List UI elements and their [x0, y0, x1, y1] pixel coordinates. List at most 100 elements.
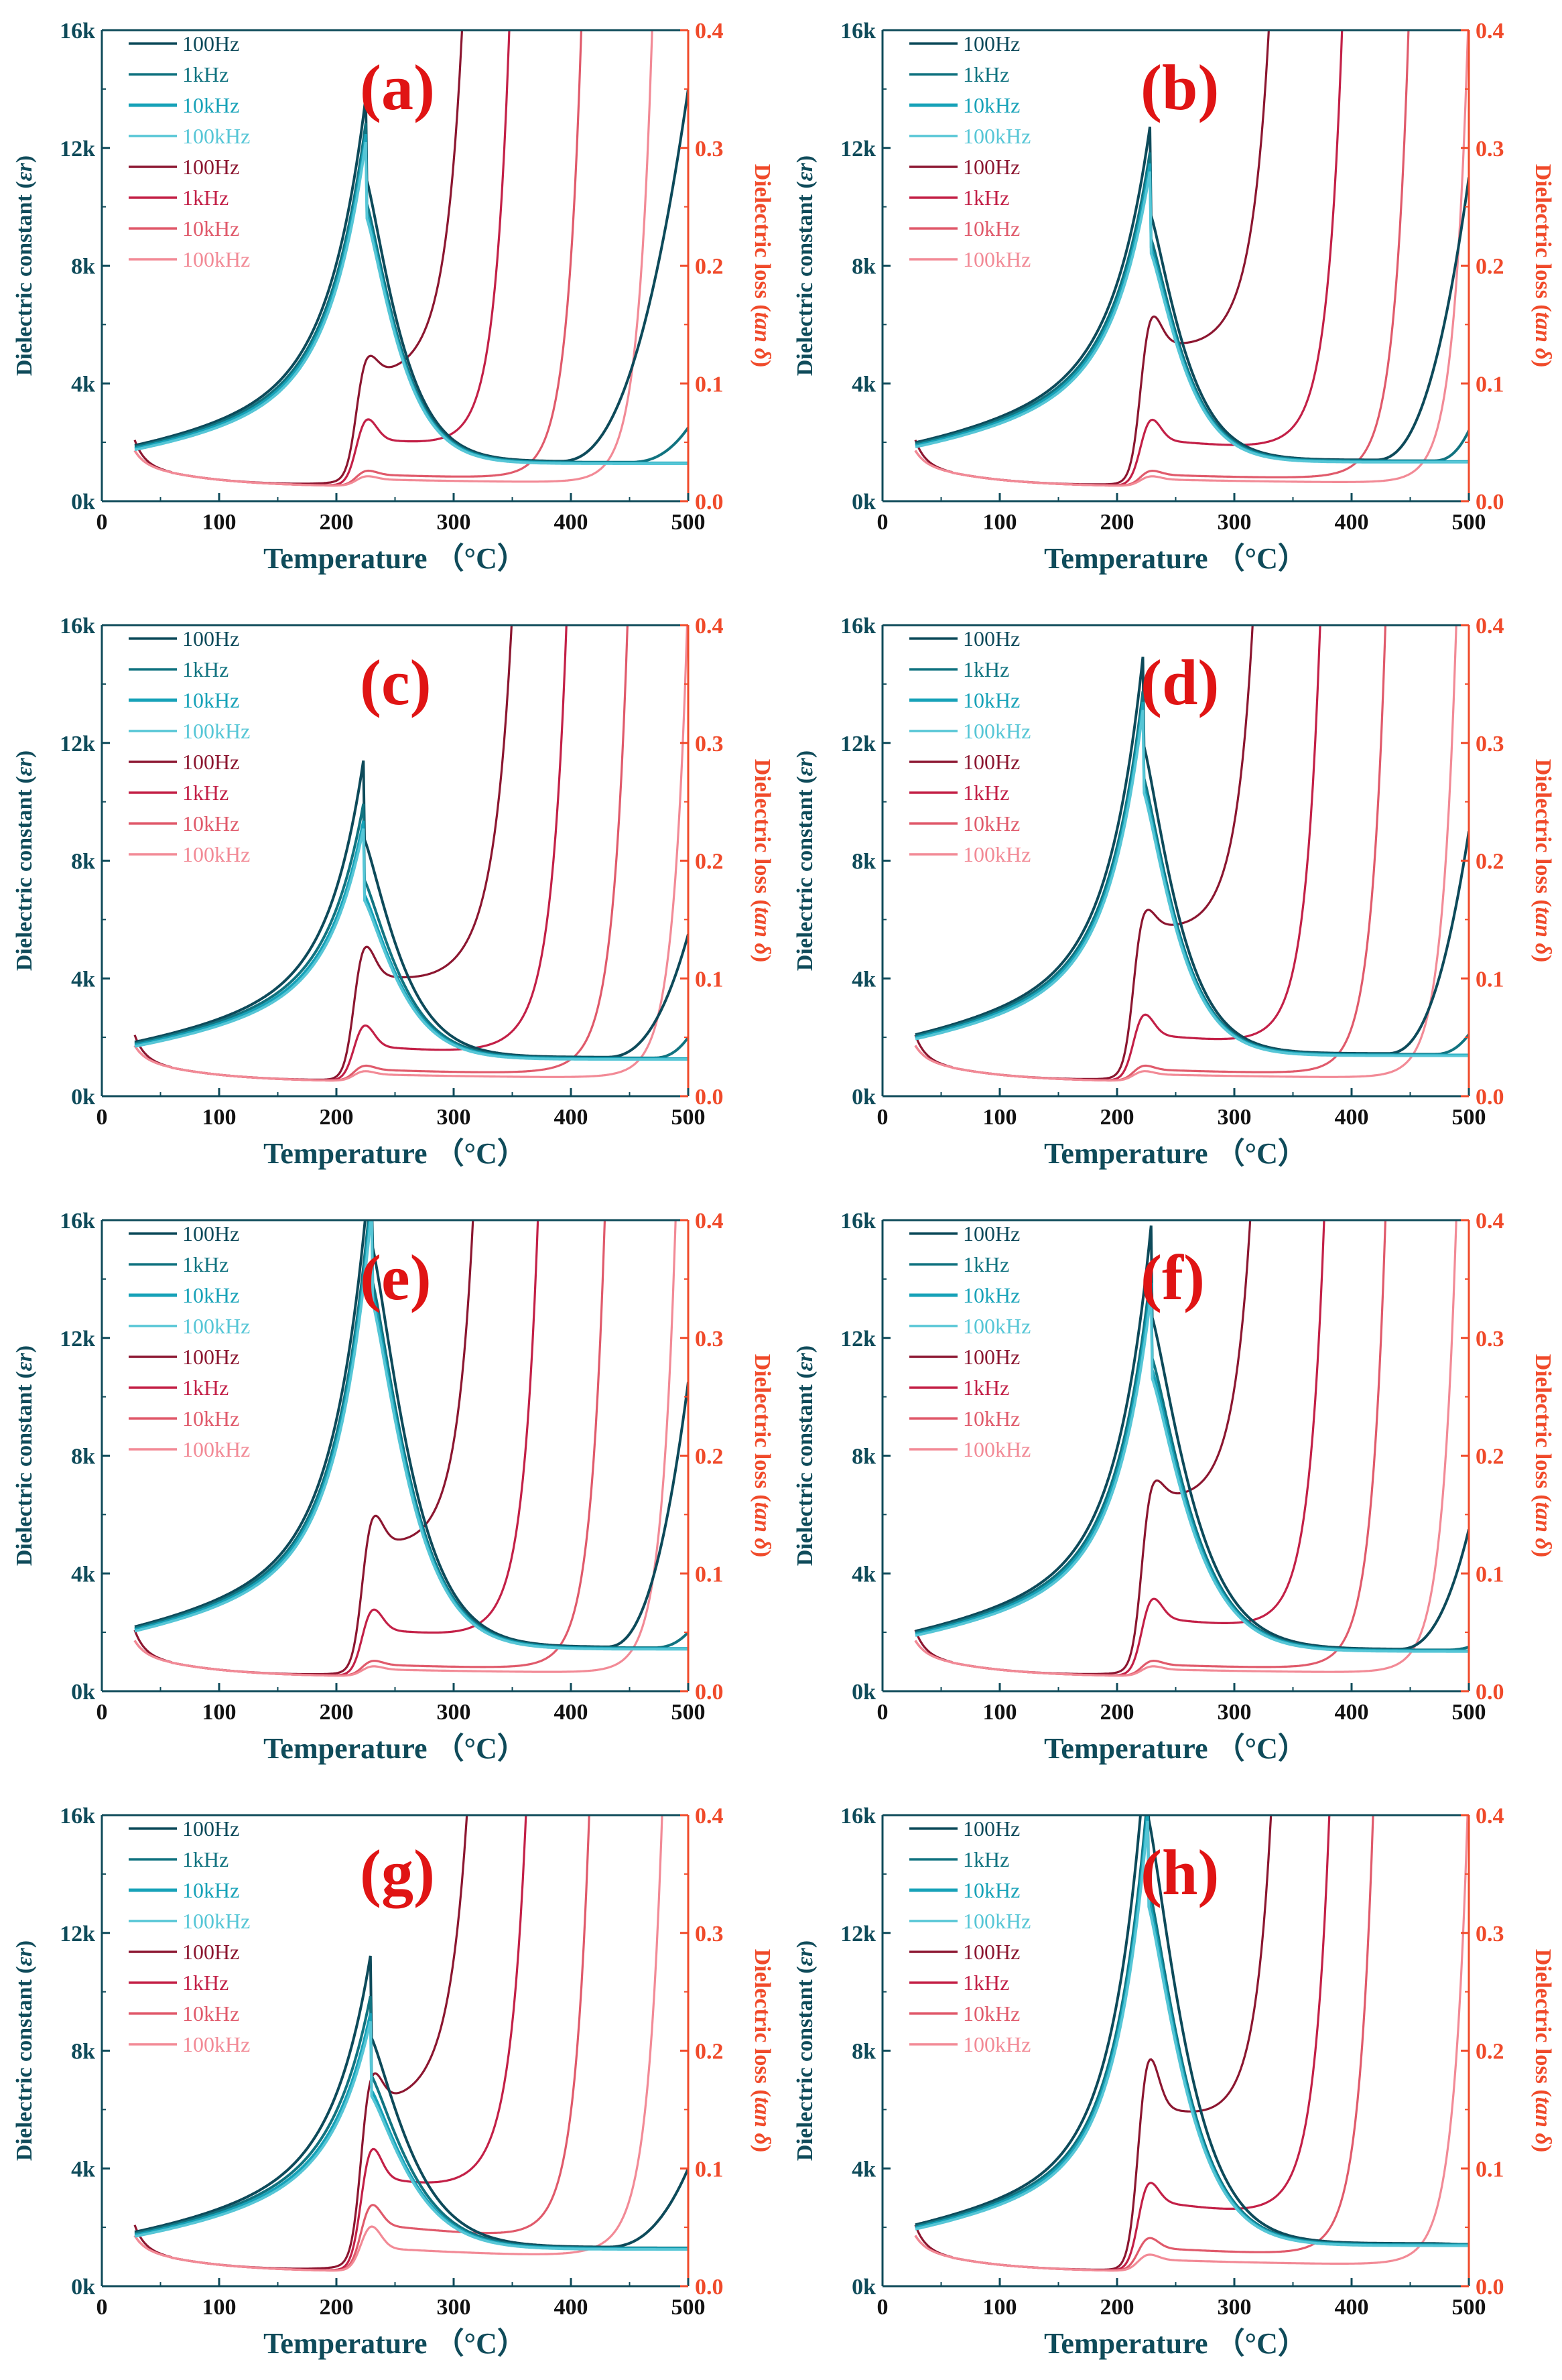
legend-eps-100kHz-label: 100kHz	[182, 1314, 250, 1338]
y-right-tick-label: 0.0	[1476, 2275, 1504, 2300]
y-right-tick-label: 0.1	[695, 967, 724, 992]
x-tick-label: 200	[1100, 2295, 1134, 2320]
curves	[914, 30, 1469, 487]
legend-loss-1kHz-label: 1kHz	[182, 1376, 229, 1400]
legend-loss-100Hz-label: 100Hz	[963, 750, 1020, 774]
y-left-tick-label: 4k	[71, 372, 95, 397]
eps-series-100Hz	[134, 1955, 688, 2249]
loss-series-100kHz	[133, 1220, 677, 1677]
legend-eps-1kHz-label: 1kHz	[963, 1252, 1009, 1276]
x-tick-label: 200	[320, 510, 354, 535]
legend-eps-100kHz-label: 100kHz	[963, 1909, 1031, 1933]
legend-eps-100Hz-label: 100Hz	[182, 626, 239, 651]
curves	[133, 1220, 688, 1677]
loss-series-100kHz	[133, 625, 688, 1082]
eps-series-100Hz	[134, 88, 688, 463]
y-left-tick-label: 16k	[60, 1209, 95, 1234]
y-right-tick-label: 0.0	[1476, 1085, 1504, 1110]
x-tick-label: 100	[983, 1105, 1017, 1130]
x-axis-title: Temperature （°C）	[263, 542, 527, 575]
y-right-axis-title: Dielectric loss (tan δ)	[750, 1949, 775, 2153]
y-left-tick-label: 4k	[852, 967, 876, 992]
y-right-tick-label: 0.1	[695, 2157, 724, 2182]
legend-loss-100Hz-label: 100Hz	[182, 1345, 239, 1369]
chart-panel-a: 0 100 200 300 400 500 0k 4k 8k 12k 16k 0.0 0.1 0.2 0.3…	[12, 19, 775, 575]
y-right-tick-label: 0.0	[695, 1680, 724, 1705]
y-right-tick-label: 0.2	[695, 1445, 724, 1469]
chart-panel-d: 0 100 200 300 400 500 0k 4k 8k 12k 16k 0.0 0.1 0.2 0.3…	[793, 614, 1555, 1170]
legend-loss-100kHz-label: 100kHz	[963, 1437, 1031, 1461]
legend-loss-100Hz-label: 100Hz	[182, 1940, 239, 1964]
legend-eps-1kHz-label: 1kHz	[182, 1847, 229, 1871]
y-right-tick-label: 0.3	[1476, 732, 1504, 756]
y-right-tick-label: 0.1	[1476, 372, 1504, 397]
x-tick-label: 500	[1452, 1105, 1486, 1130]
chart-panel-b: 0 100 200 300 400 500 0k 4k 8k 12k 16k 0.0 0.1 0.2 0.3…	[793, 19, 1555, 575]
y-left-tick-label: 16k	[60, 1804, 95, 1829]
panel-letter: (b)	[1141, 52, 1219, 123]
curves	[133, 625, 688, 1082]
y-right-tick-label: 0.4	[1476, 614, 1504, 639]
legend-eps-100kHz-label: 100kHz	[963, 719, 1031, 743]
curves	[133, 1815, 688, 2272]
y-right-tick-label: 0.2	[695, 255, 724, 279]
x-tick-label: 500	[1452, 1700, 1486, 1725]
y-left-tick-label: 8k	[852, 2040, 876, 2064]
x-tick-label: 400	[554, 510, 588, 535]
y-left-tick-label: 4k	[852, 2157, 876, 2182]
x-tick-label: 500	[671, 1105, 706, 1130]
y-right-tick-label: 0.0	[695, 490, 724, 515]
legend-loss-1kHz-label: 1kHz	[963, 781, 1009, 805]
y-left-tick-label: 12k	[60, 137, 95, 161]
y-right-tick-label: 0.2	[1476, 1445, 1504, 1469]
legend-loss-10kHz-label: 10kHz	[182, 2001, 239, 2026]
chart-panel-f: 0 100 200 300 400 500 0k 4k 8k 12k 16k 0.0 0.1 0.2 0.3…	[793, 1209, 1555, 1765]
panel-letter: (g)	[360, 1837, 435, 1908]
x-tick-label: 300	[437, 510, 471, 535]
x-tick-label: 400	[1335, 1105, 1369, 1130]
y-left-axis-title: Dielectric constant (εr)	[793, 750, 818, 971]
y-right-tick-label: 0.1	[695, 1562, 724, 1587]
y-left-tick-label: 8k	[852, 255, 876, 279]
y-right-tick-label: 0.2	[1476, 850, 1504, 874]
legend: 100Hz 1kHz 10kHz 100kHz 100Hz 1kHz 10kHz 100kHz	[129, 1816, 250, 2056]
x-tick-label: 100	[202, 1105, 237, 1130]
x-tick-label: 0	[877, 1105, 889, 1130]
legend-eps-1kHz-label: 1kHz	[963, 62, 1009, 86]
y-left-tick-label: 16k	[60, 19, 95, 44]
y-right-tick-label: 0.0	[1476, 1680, 1504, 1705]
legend-loss-10kHz-label: 10kHz	[182, 1406, 239, 1431]
y-left-tick-label: 16k	[60, 614, 95, 639]
y-left-tick-label: 12k	[840, 732, 876, 756]
y-left-tick-label: 16k	[840, 614, 876, 639]
x-tick-label: 200	[1100, 510, 1134, 535]
y-left-tick-label: 12k	[840, 1922, 876, 1946]
legend-loss-100kHz-label: 100kHz	[963, 842, 1031, 866]
eps-series-100kHz	[134, 1220, 688, 1651]
legend-loss-100kHz-label: 100kHz	[963, 247, 1031, 271]
x-tick-label: 400	[1335, 2295, 1369, 2320]
legend-eps-100kHz-label: 100kHz	[182, 124, 250, 148]
y-left-axis-title: Dielectric constant (εr)	[12, 1345, 37, 1566]
legend-eps-10kHz-label: 10kHz	[963, 93, 1020, 117]
x-tick-label: 400	[554, 1700, 588, 1725]
y-right-tick-label: 0.4	[1476, 1804, 1504, 1829]
y-left-tick-label: 16k	[840, 1804, 876, 1829]
legend-loss-1kHz-label: 1kHz	[963, 186, 1009, 210]
y-left-tick-label: 0k	[852, 1085, 876, 1110]
legend-loss-1kHz-label: 1kHz	[963, 1376, 1009, 1400]
loss-series-100kHz	[914, 625, 1457, 1082]
legend-loss-100kHz-label: 100kHz	[963, 2032, 1031, 2056]
legend-eps-1kHz-label: 1kHz	[963, 1847, 1009, 1871]
y-right-axis-title: Dielectric loss (tan δ)	[750, 164, 775, 368]
x-tick-label: 0	[96, 2295, 108, 2320]
y-right-tick-label: 0.4	[1476, 1209, 1504, 1234]
x-tick-label: 500	[1452, 2295, 1486, 2320]
y-left-axis-title: Dielectric constant (εr)	[793, 155, 818, 376]
x-tick-label: 100	[202, 1700, 237, 1725]
y-right-tick-label: 0.4	[695, 19, 724, 44]
x-tick-label: 500	[671, 1700, 706, 1725]
y-right-tick-label: 0.3	[695, 1922, 724, 1946]
x-tick-label: 400	[554, 2295, 588, 2320]
